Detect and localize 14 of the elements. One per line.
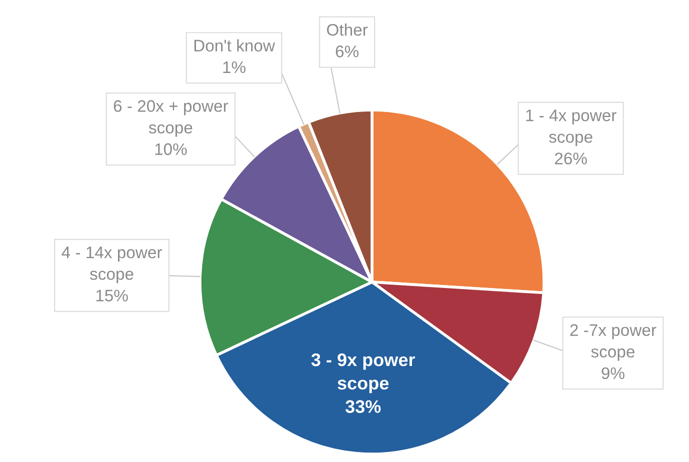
slice-label: 2 -7x power scope (570, 324, 656, 361)
data-label: 6% (336, 46, 359, 58)
data-label: 26% (554, 152, 587, 164)
slice-label: Other (327, 24, 368, 36)
data-label: 10% (155, 143, 187, 156)
data-label: 15% (96, 290, 128, 302)
slice-label: Don't know (194, 39, 276, 52)
slice-label: 6 - 20x + power scope (114, 100, 228, 137)
data-label: 33% (345, 400, 381, 413)
data-label: 9% (602, 367, 624, 380)
slice-label: 1 - 4x power scope (526, 110, 616, 146)
data-label: 1% (223, 61, 246, 74)
slice-label: 4 - 14x power scope (62, 246, 162, 284)
slice-label: 3 - 9x power scope (311, 353, 416, 394)
